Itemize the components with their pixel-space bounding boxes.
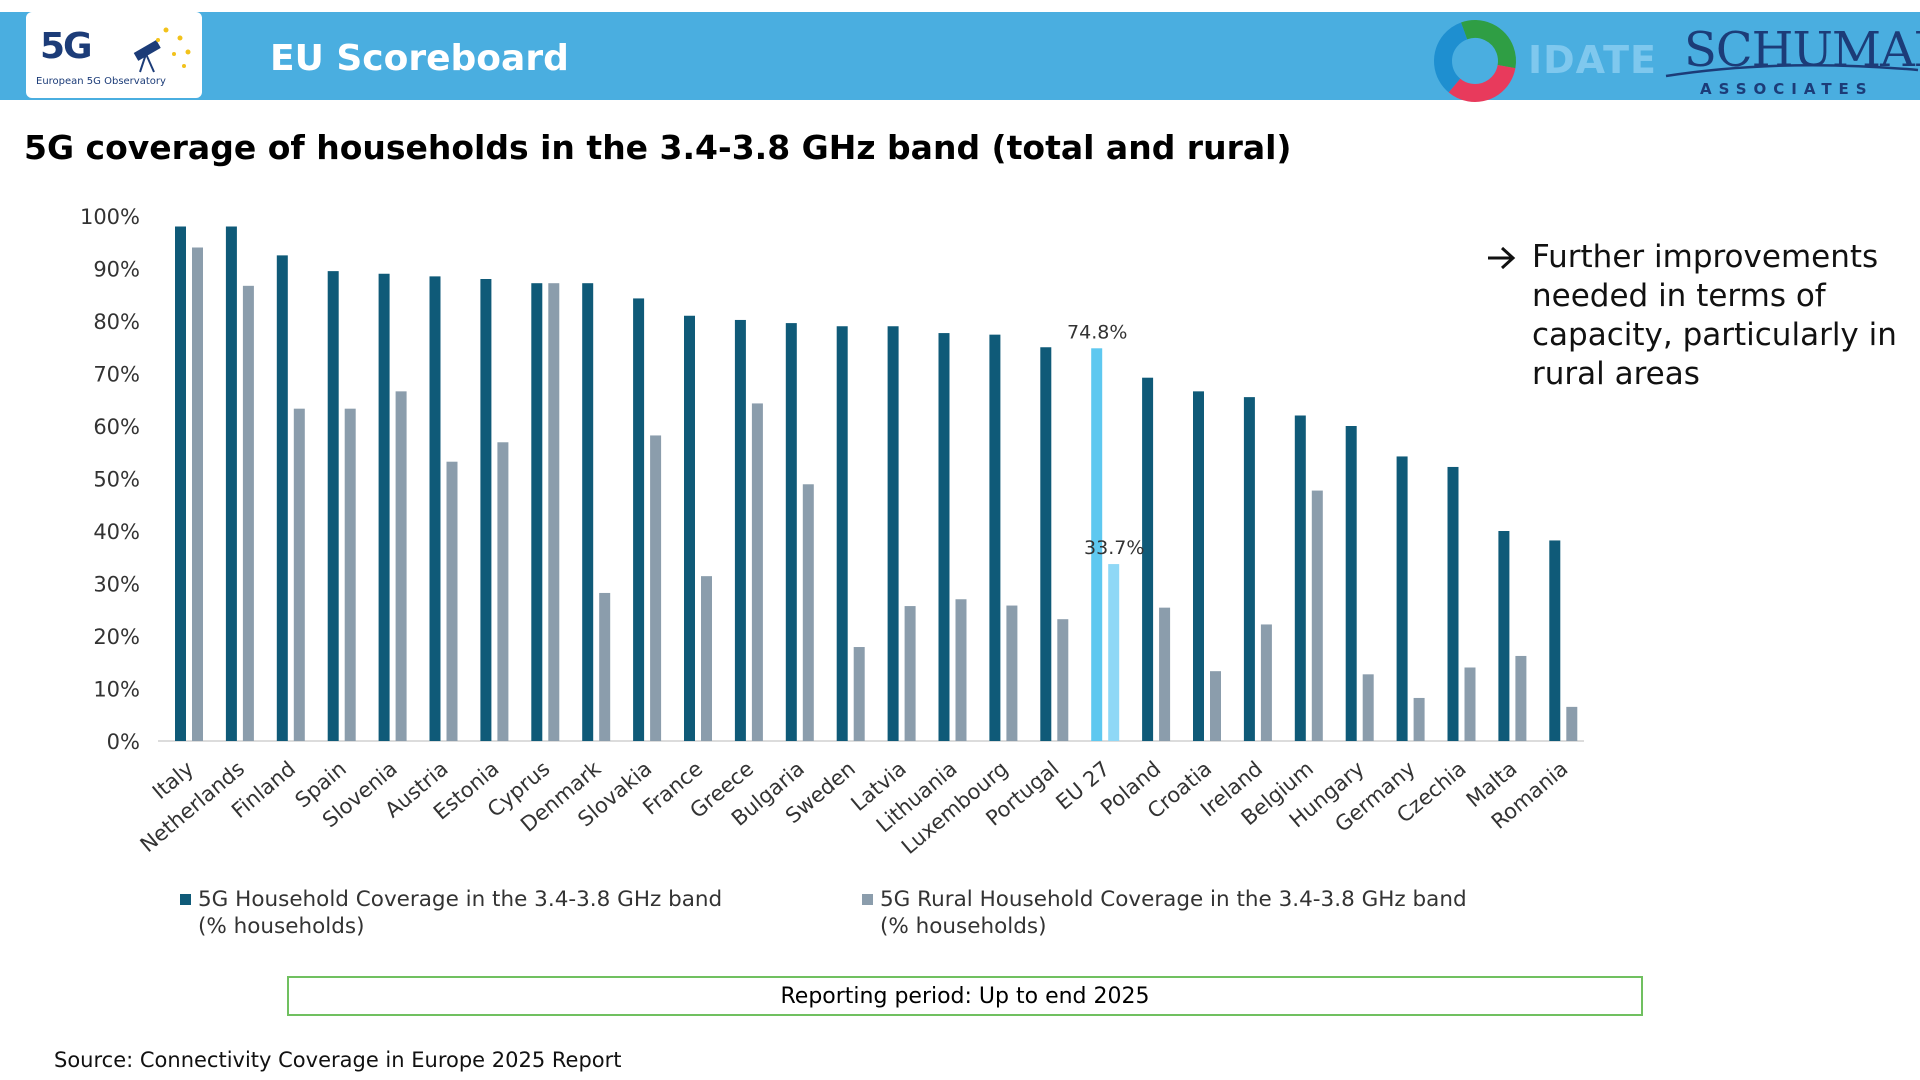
- data-label: 74.8%: [1067, 321, 1127, 343]
- bar-total: [429, 276, 441, 741]
- bar-rural: [1566, 706, 1578, 741]
- bar-rural: [548, 283, 560, 741]
- bar-total: [633, 298, 645, 741]
- bar-total: [1549, 540, 1561, 741]
- bar-rural: [1413, 697, 1425, 741]
- bar-total: [887, 326, 899, 741]
- bar-total: [836, 326, 848, 741]
- y-tick-label: 90%: [93, 258, 140, 282]
- logo-5g-text: 5G: [40, 26, 93, 67]
- bar-rural: [497, 442, 509, 741]
- bar-total: [734, 319, 746, 741]
- bar-rural: [395, 391, 407, 741]
- idate-logo-text: IDATE: [1528, 38, 1658, 82]
- bar-rural: [650, 435, 662, 741]
- bar-total: [1345, 426, 1357, 741]
- bar-rural: [1057, 619, 1069, 741]
- y-tick-label: 30%: [93, 573, 140, 597]
- bar-rural: [1159, 607, 1171, 741]
- y-tick-label: 40%: [93, 520, 140, 544]
- y-tick-label: 60%: [93, 415, 140, 439]
- header-bar: [0, 12, 1920, 100]
- reporting-period-box: Reporting period: Up to end 2025: [287, 976, 1643, 1016]
- bar-rural: [1108, 564, 1120, 741]
- bar-rural: [344, 408, 356, 741]
- schuman-swoosh-icon: [1665, 63, 1919, 78]
- bar-rural: [599, 592, 611, 741]
- improvement-note-text: Further improvements needed in terms of …: [1532, 239, 1897, 392]
- arrow-right-icon: [1488, 246, 1516, 270]
- bar-total: [175, 226, 186, 741]
- reporting-period-text: Reporting period: Up to end 2025: [780, 983, 1150, 1009]
- legend-rural-sub: (% households): [880, 914, 1047, 939]
- bar-total: [1142, 377, 1154, 741]
- bar-total: [1447, 466, 1459, 741]
- bar-total: [1294, 415, 1306, 741]
- bar-total: [989, 334, 1001, 741]
- bar-rural: [802, 484, 814, 741]
- coverage-bar-chart: 0%10%20%30%40%50%60%70%80%90%100%ItalyNe…: [80, 205, 1584, 859]
- bar-rural: [1210, 671, 1221, 741]
- bar-total: [1498, 531, 1510, 741]
- bar-rural: [701, 576, 712, 741]
- y-tick-label: 50%: [93, 468, 140, 492]
- source-note: Source: Connectivity Coverage in Europe …: [54, 1048, 622, 1072]
- bar-total: [1243, 397, 1255, 741]
- y-tick-label: 0%: [107, 730, 140, 754]
- legend-rural: 5G Rural Household Coverage in the 3.4-3…: [862, 886, 1467, 940]
- bar-rural: [853, 647, 865, 741]
- bar-rural: [293, 408, 305, 741]
- bar-total: [327, 271, 339, 741]
- bar-rural: [1515, 655, 1527, 741]
- bar-rural: [446, 461, 458, 741]
- telescope-stars-icon: [133, 27, 191, 73]
- legend-rural-label: 5G Rural Household Coverage in the 3.4-3…: [880, 887, 1467, 912]
- bar-total: [684, 315, 695, 741]
- bar-rural: [955, 599, 967, 741]
- bar-total: [1396, 456, 1408, 741]
- legend-total: 5G Household Coverage in the 3.4-3.8 GHz…: [180, 886, 723, 940]
- bar-total: [938, 333, 950, 741]
- y-tick-label: 70%: [93, 363, 140, 387]
- bar-total: [785, 323, 797, 741]
- data-label: 33.7%: [1084, 537, 1144, 559]
- y-tick-label: 10%: [93, 678, 140, 702]
- bar-total: [276, 255, 288, 741]
- european-5g-observatory-logo: 5G European 5G Observatory: [26, 12, 202, 98]
- bar-total: [225, 226, 237, 741]
- legend-total-sub: (% households): [198, 914, 365, 939]
- bar-rural: [1006, 605, 1018, 741]
- bar-rural: [1362, 674, 1374, 741]
- bar-total: [582, 283, 594, 741]
- bar-total: [531, 283, 543, 741]
- bar-rural: [1464, 667, 1476, 741]
- bar-rural: [904, 606, 916, 741]
- bar-total: [1193, 391, 1204, 741]
- idate-logo-icon: [1434, 20, 1516, 102]
- bar-total: [378, 273, 390, 741]
- legend-total-swatch: [180, 894, 191, 905]
- logo-caption: European 5G Observatory: [36, 76, 166, 87]
- y-tick-label: 100%: [80, 205, 140, 229]
- y-tick-label: 20%: [93, 625, 140, 649]
- y-tick-label: 80%: [93, 310, 140, 334]
- bar-rural: [192, 247, 203, 741]
- legend-total-label: 5G Household Coverage in the 3.4-3.8 GHz…: [198, 887, 723, 912]
- header-title: EU Scoreboard: [270, 38, 569, 79]
- schuman-logo-subtext: ASSOCIATES: [1700, 80, 1874, 98]
- bar-rural: [242, 285, 254, 741]
- page-title: 5G coverage of households in the 3.4-3.8…: [24, 128, 1292, 167]
- bar-rural: [751, 403, 763, 741]
- bar-total: [1040, 347, 1052, 741]
- legend-rural-swatch: [862, 894, 873, 905]
- bar-rural: [1260, 624, 1272, 741]
- bar-total: [480, 279, 492, 741]
- bar-rural: [1311, 490, 1323, 741]
- bar-total: [1091, 348, 1103, 741]
